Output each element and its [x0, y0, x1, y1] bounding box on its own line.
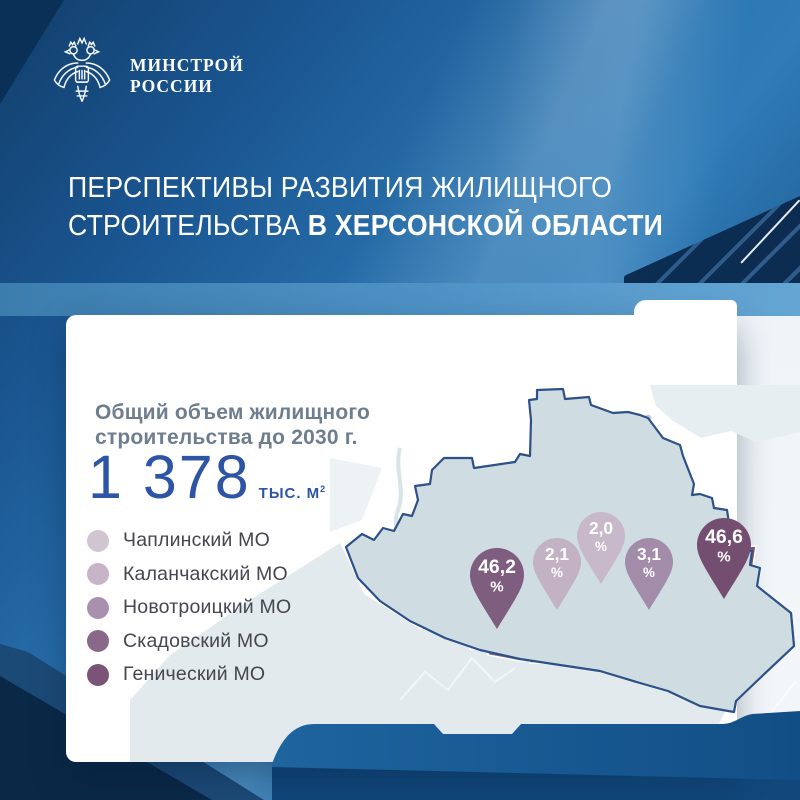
minstroy-eagle-logo-icon — [53, 36, 111, 102]
legend-item: Чаплинский МО — [87, 524, 291, 558]
stat-label: Общий объем жилищного строительства до 2… — [95, 400, 370, 450]
legend-label: Генический МО — [123, 663, 266, 686]
title-line2: СТРОИТЕЛЬСТВА В ХЕРСОНСКОЙ ОБЛАСТИ — [68, 209, 663, 242]
page-title: ПЕРСПЕКТИВЫ РАЗВИТИЯ ЖИЛИЩНОГО СТРОИТЕЛЬ… — [68, 170, 712, 245]
minstroy-logo-text: МИНСТРОЙ РОССИИ — [130, 55, 244, 97]
content-card-top-tab — [634, 300, 737, 330]
stat-unit: ТЫС. М2 — [258, 484, 327, 502]
legend-label: Скадовский МО — [123, 629, 269, 652]
legend-swatch — [87, 529, 109, 552]
legend-label: Новотроицкий МО — [123, 596, 292, 619]
legend-swatch — [87, 663, 109, 686]
legend-item: Новотроицкий МО — [87, 591, 291, 625]
legend-label: Каланчакский МО — [123, 562, 288, 585]
legend-label: Чаплинский МО — [123, 529, 270, 552]
stat-value: 1 378 — [88, 443, 251, 511]
legend-item: Генический МО — [87, 658, 291, 692]
stat-total: 1 378 ТЫС. М2 — [88, 442, 326, 512]
logo-line1: МИНСТРОЙ — [130, 55, 244, 75]
legend-item: Скадовский МО — [87, 625, 291, 659]
logo-line2: РОССИИ — [130, 76, 213, 96]
stat-label-line1: Общий объем жилищного — [95, 401, 371, 424]
legend-item: Каланчакский МО — [87, 558, 291, 592]
legend-swatch — [87, 630, 109, 653]
stat-label-line2: строительства до 2030 г. — [95, 426, 358, 449]
legend-swatch — [87, 596, 109, 619]
title-line1: ПЕРСПЕКТИВЫ РАЗВИТИЯ ЖИЛИЩНОГО — [68, 172, 613, 204]
legend-swatch — [87, 563, 109, 586]
district-legend: Чаплинский МО Каланчакский МО Новотроицк… — [87, 524, 291, 692]
